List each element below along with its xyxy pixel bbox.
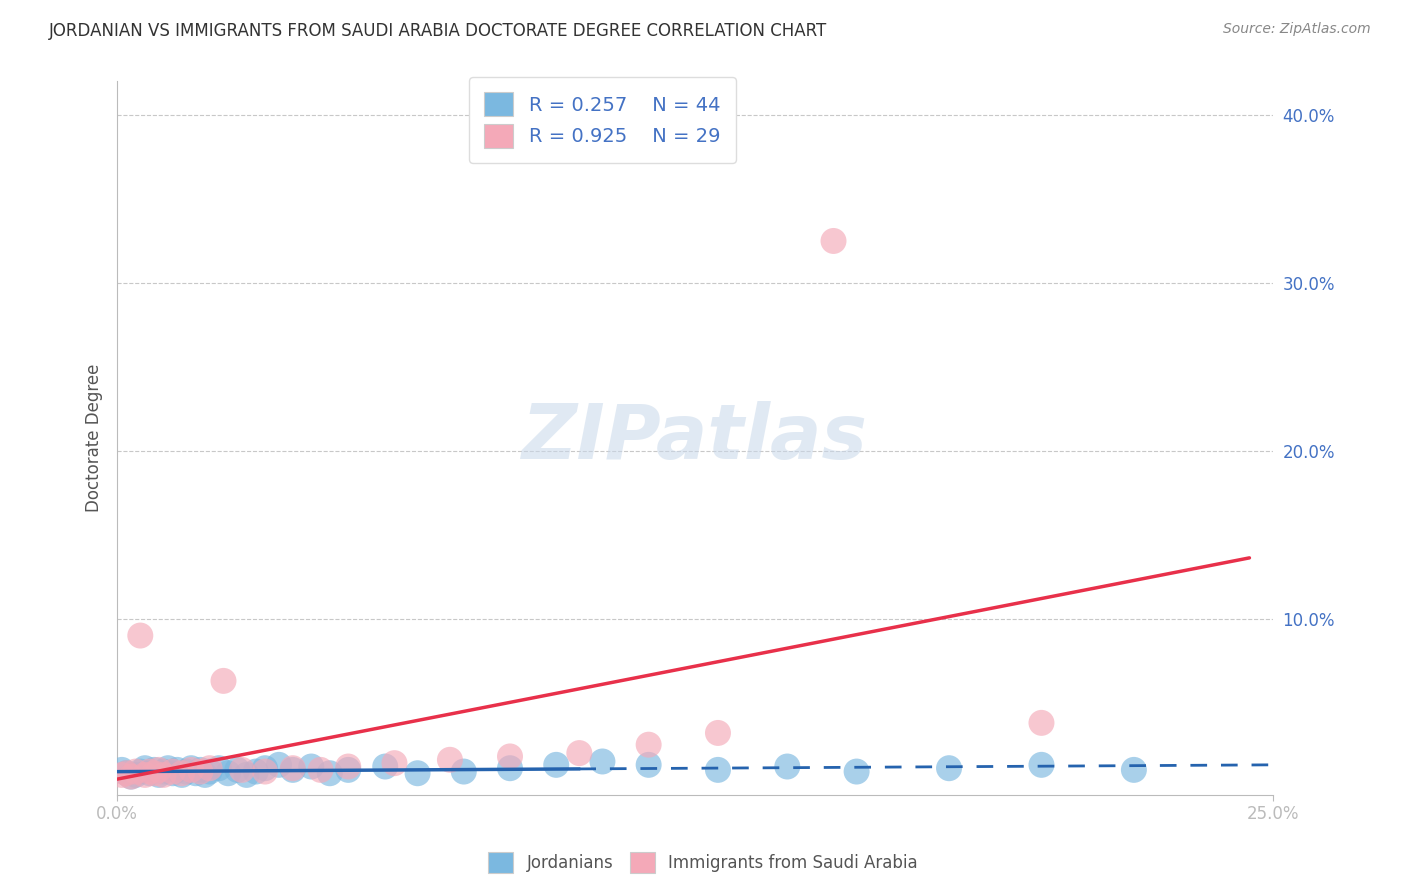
Point <box>776 759 799 773</box>
Text: Source: ZipAtlas.com: Source: ZipAtlas.com <box>1223 22 1371 37</box>
Y-axis label: Doctorate Degree: Doctorate Degree <box>86 364 103 512</box>
Point <box>337 759 360 773</box>
Text: JORDANIAN VS IMMIGRANTS FROM SAUDI ARABIA DOCTORATE DEGREE CORRELATION CHART: JORDANIAN VS IMMIGRANTS FROM SAUDI ARABI… <box>49 22 828 40</box>
Point <box>124 768 146 782</box>
Point <box>176 764 198 779</box>
Point <box>180 763 202 777</box>
Point <box>111 768 134 782</box>
Point <box>166 763 188 777</box>
Point <box>138 766 160 780</box>
Point <box>190 764 212 779</box>
Point <box>184 766 207 780</box>
Point <box>129 764 152 779</box>
Point <box>143 766 166 780</box>
Point <box>124 764 146 779</box>
Point <box>267 757 290 772</box>
Point <box>138 764 160 779</box>
Point <box>938 761 960 775</box>
Point <box>637 757 659 772</box>
Point <box>170 768 193 782</box>
Point <box>568 746 591 760</box>
Point <box>337 763 360 777</box>
Point <box>1031 715 1053 730</box>
Point <box>439 753 461 767</box>
Point <box>499 749 522 764</box>
Point <box>143 763 166 777</box>
Point <box>1122 763 1144 777</box>
Point <box>406 766 429 780</box>
Point <box>157 761 180 775</box>
Point <box>591 755 613 769</box>
Point <box>115 766 138 780</box>
Point <box>374 759 396 773</box>
Point <box>180 761 202 775</box>
Point <box>319 766 342 780</box>
Point <box>384 756 406 771</box>
Text: ZIPatlas: ZIPatlas <box>522 401 868 475</box>
Point <box>235 768 257 782</box>
Point <box>148 763 170 777</box>
Point <box>162 766 184 780</box>
Point <box>120 770 142 784</box>
Point <box>707 763 730 777</box>
Point <box>134 768 156 782</box>
Point <box>845 764 868 779</box>
Legend: Jordanians, Immigrants from Saudi Arabia: Jordanians, Immigrants from Saudi Arabia <box>481 846 925 880</box>
Point <box>707 726 730 740</box>
Point <box>1031 757 1053 772</box>
Point <box>499 761 522 775</box>
Point <box>198 761 221 775</box>
Point <box>190 763 212 777</box>
Point <box>217 766 239 780</box>
Point <box>198 764 221 779</box>
Point <box>231 763 253 777</box>
Legend: R = 0.257    N = 44, R = 0.925    N = 29: R = 0.257 N = 44, R = 0.925 N = 29 <box>468 77 737 163</box>
Point <box>226 763 249 777</box>
Point <box>208 761 231 775</box>
Point <box>546 757 568 772</box>
Point <box>254 761 277 775</box>
Point <box>115 766 138 780</box>
Point <box>120 770 142 784</box>
Point <box>162 764 184 779</box>
Point <box>111 763 134 777</box>
Point <box>309 763 332 777</box>
Point <box>281 761 304 775</box>
Point <box>152 768 174 782</box>
Point <box>152 764 174 779</box>
Point <box>212 673 235 688</box>
Point <box>453 764 475 779</box>
Point <box>299 759 322 773</box>
Point <box>134 761 156 775</box>
Point <box>194 768 217 782</box>
Point <box>129 629 152 643</box>
Point <box>170 766 193 780</box>
Point <box>254 764 277 779</box>
Point <box>148 768 170 782</box>
Point <box>281 763 304 777</box>
Point <box>245 764 267 779</box>
Point <box>637 738 659 752</box>
Point <box>823 234 845 248</box>
